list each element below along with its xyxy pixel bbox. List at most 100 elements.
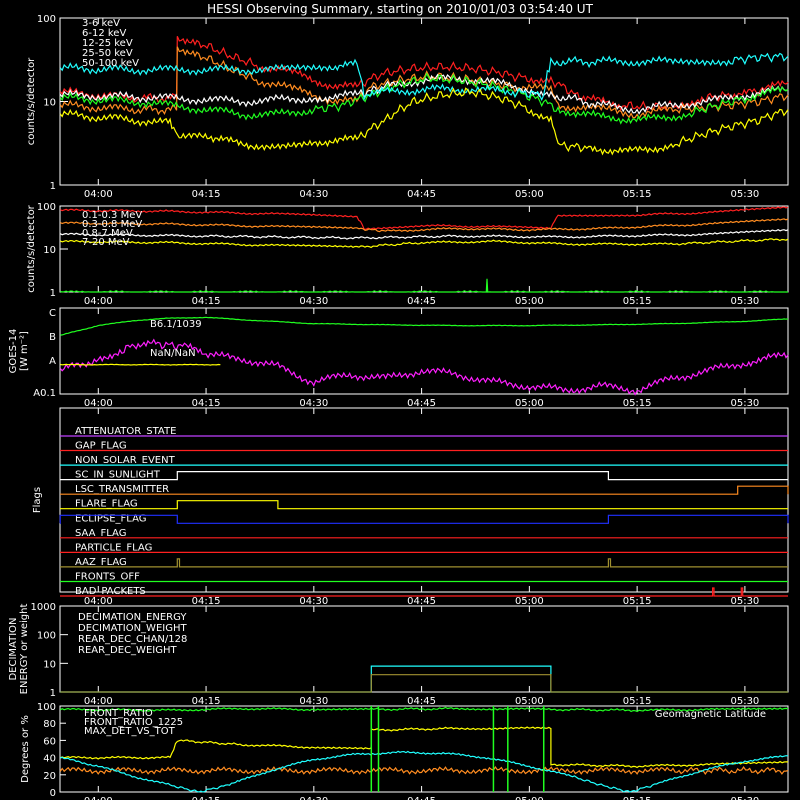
lowenergy-ytick-label: 1 (50, 181, 56, 192)
ratios-legend-item: MAX_DET_VS_TOT (84, 726, 176, 737)
flags-frame (59, 407, 789, 593)
flags-xtick-label: 05:30 (730, 596, 759, 607)
lowenergy-xtick-label: 04:30 (299, 189, 328, 200)
ratios-ytick-label: 80 (43, 719, 56, 730)
flag-label: PARTICLE_FLAG (75, 542, 152, 553)
flags-xtick-label: 04:30 (299, 596, 328, 607)
flag-label: GAP_FLAG (75, 441, 127, 452)
ratios-ytick-label: 60 (43, 736, 56, 747)
highenergy-series-line (59, 218, 789, 233)
ratios-legend-item: FRONT_RATIO_1225 (84, 717, 183, 728)
lowenergy-series-line (59, 87, 789, 156)
lowenergy-legend-item: 50-100 keV (82, 58, 139, 69)
ratios-xtick-label: 04:45 (407, 796, 436, 800)
ratios-frame (59, 705, 789, 793)
flags-xtick-label: 04:45 (407, 596, 436, 607)
flag-label: ATTENUATOR_STATE (75, 426, 176, 437)
decimation-ytick-label: 1000 (31, 602, 56, 613)
goes-xtick-label: 05:30 (730, 398, 759, 409)
flag-label: ECLIPSE_FLAG (75, 513, 146, 524)
decimation-ytick-label: 10 (43, 659, 56, 670)
flag-line (60, 587, 788, 597)
lowenergy-ytick-label: 10 (43, 98, 56, 109)
decimation-ylabel: ENERGY or weight (19, 604, 30, 695)
flags-xtick-label: 05:00 (515, 596, 544, 607)
decimation-ylabel: DECIMATION (8, 617, 19, 680)
flag-label: SAA_FLAG (75, 528, 126, 539)
ratios-xtick-label: 04:30 (299, 796, 328, 800)
decimation-legend-item: DECIMATION_WEIGHT (78, 623, 187, 634)
lowenergy-series-line (59, 72, 789, 125)
highenergy-legend-item: 7-20 MeV (82, 237, 130, 248)
lowenergy-xtick-label: 04:45 (407, 189, 436, 200)
decimation-series-line (60, 665, 788, 693)
goes-xtick-label: 05:15 (623, 398, 652, 409)
decimation-xtick-label: 04:15 (192, 696, 221, 707)
goes-xtick-label: 04:15 (192, 398, 221, 409)
highenergy-legend-item: 0.3-0.8 MeV (82, 219, 142, 230)
flags-xtick-label: 05:15 (623, 596, 652, 607)
ratios-ytick-label: 20 (43, 771, 56, 782)
ratios-ytick-label: 100 (37, 702, 56, 713)
flag-line (60, 500, 788, 510)
ratios-legend-item: FRONT_RATIO (84, 708, 153, 719)
highenergy-xtick-label: 05:00 (515, 296, 544, 307)
highenergy-ylabel: counts/s/detector (26, 204, 37, 292)
flag-label: LSC_TRANSMITTER (75, 484, 169, 495)
highenergy-xtick-label: 04:00 (84, 296, 113, 307)
goes-series-line (59, 338, 789, 396)
goes-annotation: B6.1/1039 (150, 319, 202, 330)
lowenergy-legend-item: 6-12 keV (82, 28, 126, 39)
flag-label: NON_SOLAR_EVENT (75, 455, 176, 466)
highenergy-series-line (59, 206, 789, 230)
flag-line (59, 514, 789, 524)
lowenergy-ytick-label: 100 (37, 14, 56, 25)
lowenergy-series-line (59, 52, 789, 102)
goes-series-line (60, 363, 221, 366)
goes-xtick-label: 04:30 (299, 398, 328, 409)
flag-label: BAD_PACKETS (75, 586, 146, 597)
ratios-ytick-label: 40 (43, 754, 56, 765)
highenergy-series-line (60, 278, 788, 293)
decimation-frame (59, 605, 789, 693)
ratios-series-line (59, 706, 789, 713)
lowenergy-frame (59, 17, 789, 186)
highenergy-ytick-label: 10 (43, 245, 56, 256)
lowenergy-xtick-label: 05:00 (515, 189, 544, 200)
highenergy-xtick-label: 04:45 (407, 296, 436, 307)
flags-xtick-label: 04:15 (192, 596, 221, 607)
goes-ylabel: GOES-14 (8, 329, 19, 374)
highenergy-frame (59, 205, 789, 293)
lowenergy-xtick-label: 04:00 (84, 189, 113, 200)
decimation-series-line (60, 674, 788, 693)
goes-ytick-label: A (49, 356, 56, 367)
goes-ytick-label: C (49, 308, 56, 319)
chart-title: HESSI Observing Summary, starting on 201… (207, 2, 593, 16)
flag-line (60, 471, 788, 481)
highenergy-ytick-label: 1 (50, 288, 56, 299)
flag-line (60, 485, 789, 495)
goes-ytick-label: A0.1 (33, 388, 56, 399)
lowenergy-xtick-label: 05:15 (623, 189, 652, 200)
lowenergy-legend-item: 3-6 keV (82, 18, 120, 29)
lowenergy-series-line (59, 73, 789, 115)
goes-ytick-label: B (49, 332, 56, 343)
flags-ylabel: Flags (32, 487, 43, 513)
lowenergy-ylabel: counts/s/detector (26, 57, 37, 145)
ratios-xtick-label: 04:00 (84, 796, 113, 800)
highenergy-ytick-label: 100 (37, 202, 56, 213)
flag-label: AAZ_FLAG (75, 557, 127, 568)
ratios-ylabel: Degrees or % (20, 715, 31, 783)
goes-ylabel: [W m⁻²] (19, 331, 30, 371)
decimation-xtick-label: 05:00 (515, 696, 544, 707)
flag-label: FRONTS_OFF (75, 571, 140, 582)
goes-xtick-label: 05:00 (515, 398, 544, 409)
flag-label: FLARE_FLAG (75, 499, 138, 510)
ratios-xtick-label: 04:15 (192, 796, 221, 800)
ratios-ytick-label: 0 (50, 788, 56, 799)
decimation-xtick-label: 05:15 (623, 696, 652, 707)
lowenergy-xtick-label: 05:30 (730, 189, 759, 200)
highenergy-xtick-label: 04:30 (299, 296, 328, 307)
ratios-series-line (59, 726, 789, 769)
decimation-xtick-label: 04:30 (299, 696, 328, 707)
